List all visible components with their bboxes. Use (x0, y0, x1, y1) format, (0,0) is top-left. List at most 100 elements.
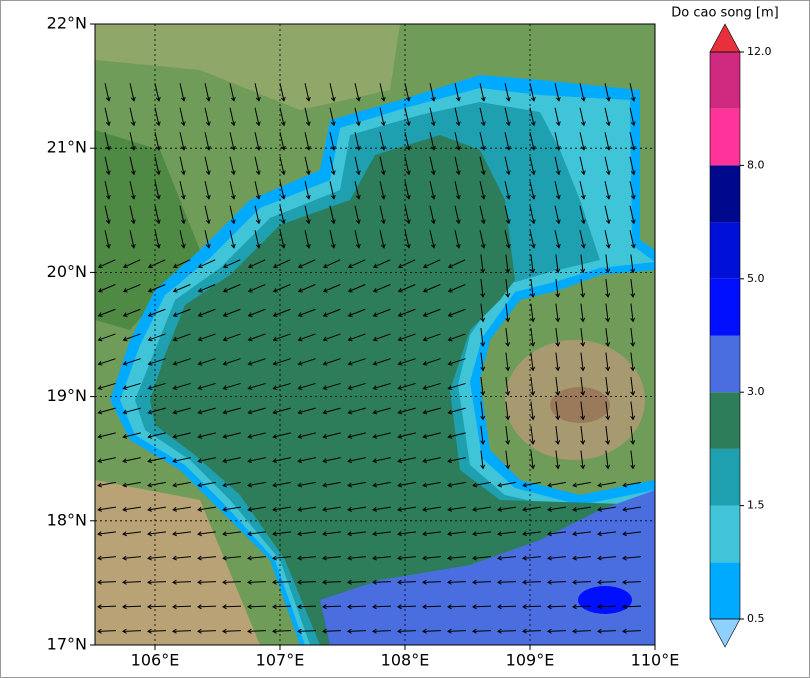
arrow (605, 279, 609, 297)
arrow (147, 556, 167, 559)
arrow-head (247, 482, 253, 488)
arrow (529, 181, 535, 199)
colorbar-tick-label: 3.0 (747, 385, 765, 398)
arrow-head (155, 219, 161, 225)
arrow-head (372, 555, 377, 561)
arrow-head (347, 506, 352, 512)
arrow (373, 506, 391, 511)
arrow (179, 181, 185, 199)
arrow (147, 605, 167, 608)
arrow (348, 531, 366, 535)
arrow-head (297, 555, 302, 561)
arrow-head (580, 121, 586, 127)
arrow (297, 581, 317, 583)
arrow (297, 556, 317, 559)
arrow (398, 284, 416, 292)
arrow-head (622, 531, 627, 537)
arrow-head (247, 604, 252, 610)
arrow-head (97, 482, 103, 488)
arrow-head (630, 415, 636, 421)
arrow-head (597, 579, 602, 585)
arrow-head (580, 170, 586, 176)
arrow-head (430, 96, 436, 102)
arrow (505, 328, 509, 346)
arrow (273, 308, 291, 317)
arrow (579, 107, 585, 126)
arrow-head (580, 464, 586, 470)
arrow-head (247, 579, 252, 585)
arrow (398, 259, 416, 268)
arrow-head (305, 219, 311, 225)
arrow-head (530, 121, 536, 127)
arrow-head (305, 121, 311, 127)
arrow (173, 531, 191, 535)
arrow (197, 581, 217, 583)
arrow-head (480, 391, 486, 396)
arrow (173, 506, 191, 511)
arrow (198, 531, 216, 535)
arrow-head (522, 531, 527, 537)
arrow-head (430, 243, 436, 249)
arrow-head (180, 170, 186, 176)
arrow-head (480, 293, 486, 298)
arrow (347, 581, 367, 583)
arrow-head (255, 121, 261, 127)
arrow (298, 308, 316, 317)
arrow-head (397, 579, 402, 585)
arrow-head (530, 440, 536, 445)
hainan-peak (550, 387, 610, 423)
colorbar-segment (710, 222, 740, 279)
arrow-head (397, 555, 402, 561)
arrow (123, 481, 141, 487)
grid (95, 24, 655, 645)
arrow-head (147, 263, 153, 269)
x-tick-label: 106°E (131, 651, 180, 670)
arrow-head (372, 287, 378, 293)
arrow (148, 407, 166, 414)
arrow (523, 506, 541, 511)
arrow-head (372, 360, 378, 366)
terrain (95, 480, 260, 645)
arrow-head (555, 145, 561, 151)
arrow (604, 107, 610, 126)
arrow (198, 457, 216, 462)
arrow-head (122, 336, 128, 342)
arrow-head (605, 194, 611, 200)
arrow (598, 506, 616, 511)
arrow (123, 531, 141, 535)
arrow (298, 432, 316, 438)
arrow-head (572, 531, 577, 537)
arrow-head (455, 194, 461, 200)
arrow (98, 308, 116, 317)
arrow-head (322, 579, 327, 585)
arrow (397, 556, 417, 559)
arrow-head (347, 482, 353, 488)
arrow (97, 630, 117, 632)
arrow (404, 83, 410, 101)
arrow-head (397, 336, 403, 342)
arrow-head (522, 555, 527, 561)
arrow-head (555, 415, 561, 421)
arrow (123, 457, 141, 462)
arrow (404, 107, 410, 126)
arrow-head (172, 604, 177, 610)
arrow (173, 382, 191, 390)
arrow-head (330, 194, 336, 200)
arrow (504, 156, 510, 175)
arrow (373, 382, 391, 390)
arrow-head (497, 628, 502, 634)
arrow (298, 531, 316, 535)
arrow (423, 457, 441, 462)
arrow-head (322, 458, 328, 464)
arrow-head (447, 409, 453, 415)
map-area (95, 24, 655, 645)
arrow-head (330, 219, 336, 225)
arrow (154, 181, 160, 199)
arrow-head (555, 121, 561, 127)
arrow-head (297, 628, 302, 634)
arrow-head (272, 482, 278, 488)
arrow-head (222, 385, 228, 391)
arrow-head (280, 194, 286, 200)
arrow-head (555, 342, 561, 347)
